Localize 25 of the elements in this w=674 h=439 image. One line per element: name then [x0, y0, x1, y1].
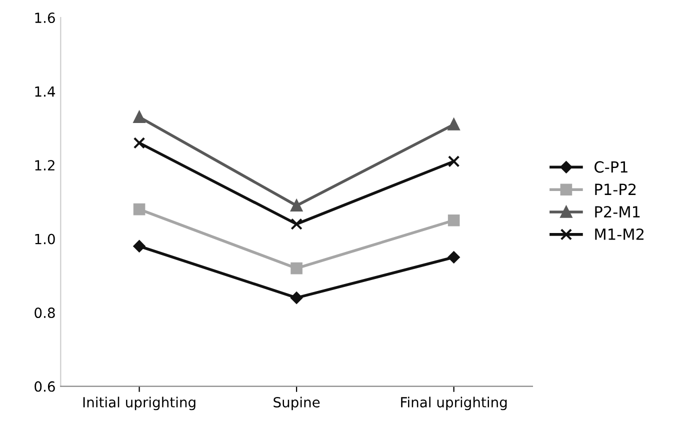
- point: [290, 200, 302, 212]
- x-tick-label: Initial uprighting: [83, 396, 196, 410]
- x-tick-label: Final uprighting: [401, 396, 507, 410]
- y-tick-label: 1.0: [35, 234, 55, 244]
- point: [290, 292, 303, 304]
- point: [133, 203, 146, 216]
- point: [448, 118, 460, 130]
- legend-label: M1-M2: [595, 228, 644, 240]
- y-tick-label: 0.8: [34, 308, 55, 318]
- point: [133, 111, 146, 124]
- point: [290, 218, 302, 230]
- legend-label: C-P1: [594, 161, 628, 173]
- point: [133, 137, 146, 149]
- point: [290, 262, 302, 274]
- point: [448, 251, 460, 264]
- point: [448, 214, 460, 226]
- legend-label: P2-M1: [595, 206, 640, 218]
- y-tick-label: 1.4: [35, 86, 56, 97]
- y-tick-label: 0.6: [34, 381, 55, 392]
- x-tick-label: Supine: [274, 396, 320, 410]
- legend-label: P1-P2: [595, 184, 636, 195]
- y-tick-label: 1.2: [35, 160, 54, 170]
- point: [133, 240, 146, 252]
- point: [448, 155, 460, 168]
- y-tick-label: 1.6: [35, 12, 55, 24]
